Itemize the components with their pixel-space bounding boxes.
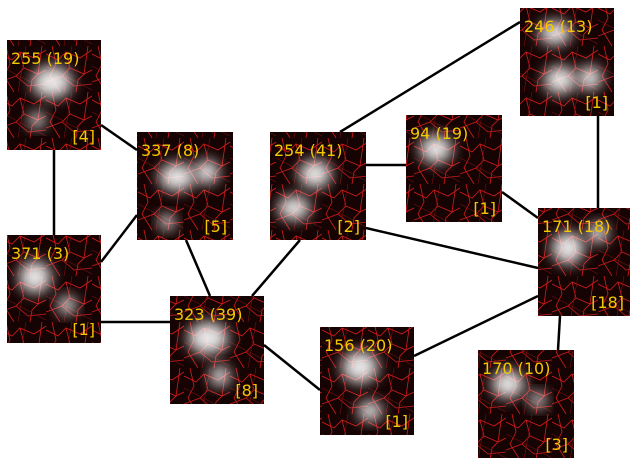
edge: [558, 316, 560, 350]
heat-blob: [32, 66, 72, 98]
node-count: [8]: [235, 381, 258, 400]
node: 371 (3) [1]: [7, 235, 101, 343]
node-count: [5]: [204, 217, 227, 236]
node: 94 (19) [1]: [406, 115, 502, 222]
node-label: 323 (39): [174, 305, 242, 324]
node-count: [1]: [585, 93, 608, 112]
node-label: 371 (3): [11, 244, 69, 263]
edge: [101, 215, 137, 262]
node-label: 255 (19): [11, 49, 79, 68]
heat-blob: [210, 366, 230, 386]
nodes: 255 (19) [4] 337 (8) [5] 371 (3) [1] 323 (39) […: [7, 8, 630, 458]
node: 254 (41) [2]: [270, 132, 366, 240]
node-count: [4]: [72, 127, 95, 146]
node-label: 94 (19): [410, 124, 468, 143]
heat-blob: [552, 232, 584, 264]
node-count: [1]: [385, 412, 408, 431]
heat-blob: [342, 351, 378, 383]
edge: [252, 240, 300, 296]
node-count: [1]: [72, 320, 95, 339]
node: 156 (20) [1]: [320, 327, 414, 435]
heat-blob: [195, 160, 219, 184]
node: 337 (8) [5]: [137, 132, 233, 240]
heat-blob: [58, 296, 76, 314]
node-count: [18]: [591, 293, 624, 312]
node-label: 254 (41): [274, 141, 342, 160]
heat-blob: [578, 66, 602, 90]
edge: [502, 192, 538, 218]
heat-blob: [29, 112, 45, 128]
node-label: 156 (20): [324, 336, 392, 355]
heat-blob: [159, 214, 175, 230]
edge: [366, 228, 538, 268]
node-count: [1]: [473, 199, 496, 218]
node-label: 337 (8): [141, 141, 199, 160]
node: 323 (39) [8]: [170, 296, 264, 404]
heat-blob: [544, 66, 576, 94]
node-label: 170 (10): [482, 359, 550, 378]
heat-blob: [358, 401, 382, 421]
node-count: [3]: [545, 435, 568, 454]
heat-blob: [299, 160, 331, 188]
edge: [186, 240, 210, 296]
node: 170 (10) [3]: [478, 350, 574, 458]
edge: [264, 345, 320, 390]
node-count: [2]: [337, 217, 360, 236]
node-label: 246 (13): [524, 17, 592, 36]
node-label: 171 (18): [542, 217, 610, 236]
node: 246 (13) [1]: [520, 8, 614, 116]
edge: [414, 296, 538, 356]
heat-blob: [530, 392, 546, 408]
node: 171 (18) [18]: [538, 208, 630, 316]
edge: [101, 125, 137, 150]
heat-blob: [159, 163, 195, 191]
diagram: 255 (19) [4] 337 (8) [5] 371 (3) [1] 323 (39) […: [0, 0, 631, 460]
heat-blob: [19, 261, 51, 293]
node: 255 (19) [4]: [7, 40, 101, 150]
heat-blob: [188, 322, 228, 354]
heat-blob: [278, 196, 310, 220]
